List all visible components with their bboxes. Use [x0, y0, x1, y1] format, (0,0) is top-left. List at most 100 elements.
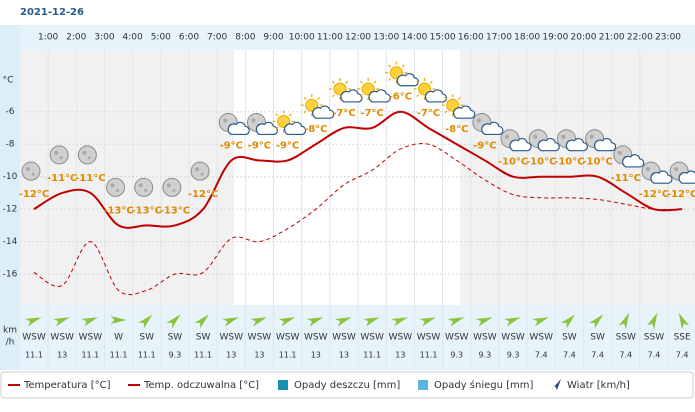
y-unit: °C — [3, 76, 14, 86]
cloud — [622, 154, 645, 168]
x-tick-label: 4:00 — [123, 33, 143, 43]
cloud — [481, 121, 504, 136]
wind-speed: 11.1 — [420, 351, 438, 360]
x-tick-label: 17:00 — [486, 33, 512, 43]
cloud — [227, 121, 250, 136]
value-label: -9°C — [473, 140, 496, 151]
wind-arrow — [81, 317, 98, 327]
weather-icon — [21, 161, 41, 181]
weather-icon — [585, 129, 617, 152]
crater — [82, 150, 87, 155]
wind-direction: WSW — [22, 333, 46, 343]
sun-ray — [331, 94, 335, 98]
value-label: -11°C — [611, 173, 641, 184]
sun-ray — [416, 94, 420, 98]
wind-arrow — [166, 314, 181, 329]
sun-ray — [359, 80, 363, 84]
value-label: -12°C — [639, 189, 669, 200]
x-tick-label: 10:00 — [289, 33, 315, 43]
weather-icon — [272, 110, 307, 136]
wind-arrow — [335, 317, 352, 327]
wind-direction: W — [114, 333, 123, 343]
wind-speed: 13 — [339, 351, 349, 360]
wind-arrow — [194, 314, 209, 329]
wind-direction: SW — [562, 333, 577, 343]
moon — [134, 177, 154, 197]
value-label: -10°C — [554, 157, 584, 168]
wind-arrow — [250, 317, 267, 327]
weather-icon — [613, 145, 645, 168]
y-tick-label: -10 — [3, 172, 18, 182]
wind-arrow — [363, 317, 380, 327]
cloud — [453, 105, 476, 119]
wind-arrow — [618, 312, 630, 329]
weather-icon — [106, 177, 126, 197]
value-label: -11°C — [47, 173, 77, 184]
weather-icon — [500, 129, 532, 152]
moon — [190, 161, 210, 181]
wind-unit: km — [3, 326, 17, 336]
legend-label: Opady śniegu [mm] — [434, 379, 534, 391]
legend-swatch — [418, 380, 428, 390]
wind-direction: WSW — [529, 333, 553, 343]
weather-icon — [328, 77, 363, 103]
weather-icon — [134, 177, 154, 197]
moon — [21, 161, 41, 181]
crater — [589, 134, 594, 139]
crater — [87, 156, 91, 160]
weather-icon — [385, 61, 419, 87]
wind-speed: 7.4 — [563, 351, 576, 360]
wind-direction: WSW — [501, 333, 525, 343]
y-tick-label: -12 — [3, 205, 18, 215]
sun-ray — [457, 97, 461, 100]
legend-label: Opady deszczu [mm] — [294, 380, 400, 391]
x-tick-label: 3:00 — [94, 33, 114, 43]
legend-label: Wiatr [km/h] — [567, 380, 630, 391]
crater — [31, 172, 35, 176]
x-tick-label: 2:00 — [66, 33, 86, 43]
weather-icon — [528, 129, 560, 152]
sun-ray — [331, 80, 335, 84]
sun-ray — [373, 80, 377, 84]
sun-ray — [388, 64, 392, 68]
weather-icon — [472, 112, 504, 136]
wind-speed: 9.3 — [450, 351, 463, 360]
wind-arrow — [504, 317, 521, 327]
sun-ray — [388, 77, 392, 81]
wind-direction: WSW — [445, 333, 469, 343]
y-tick-label: -6 — [6, 107, 15, 117]
y-tick-label: -14 — [3, 237, 18, 247]
wind-direction: SSW — [616, 333, 636, 343]
cloud — [340, 89, 363, 103]
sun-ray — [288, 113, 292, 117]
wind-arrow — [447, 317, 465, 327]
value-label: -9°C — [276, 140, 299, 151]
wind-direction: WSW — [276, 333, 300, 343]
cloud — [537, 137, 560, 152]
wind-direction: WSW — [360, 333, 384, 343]
cloud — [312, 105, 335, 119]
value-label: -11°C — [75, 173, 105, 184]
wind-arrow — [678, 312, 690, 329]
wind-arrow — [278, 317, 296, 327]
wind-speed: 13 — [57, 351, 67, 360]
cloud — [509, 137, 532, 152]
x-tick-label: 23:00 — [655, 33, 681, 43]
wind-speed: 11.1 — [194, 351, 212, 360]
crater — [110, 183, 115, 188]
x-tick-label: 8:00 — [235, 33, 255, 43]
wind-direction: SW — [168, 333, 183, 343]
x-tick-label: 12:00 — [345, 33, 371, 43]
moon — [106, 177, 126, 197]
x-tick-label: 19:00 — [542, 33, 568, 43]
chart-title: 2021-12-26 — [20, 7, 84, 18]
wind-direction: WSW — [389, 333, 413, 343]
wind-speed: 13 — [226, 351, 236, 360]
value-label: -8°C — [304, 124, 327, 135]
wind-direction: SW — [139, 333, 154, 343]
x-tick-label: 14:00 — [401, 33, 427, 43]
wind-direction: WSW — [417, 333, 441, 343]
crater — [533, 134, 538, 139]
wind-arrow — [53, 317, 70, 327]
x-tick-label: 21:00 — [599, 33, 625, 43]
